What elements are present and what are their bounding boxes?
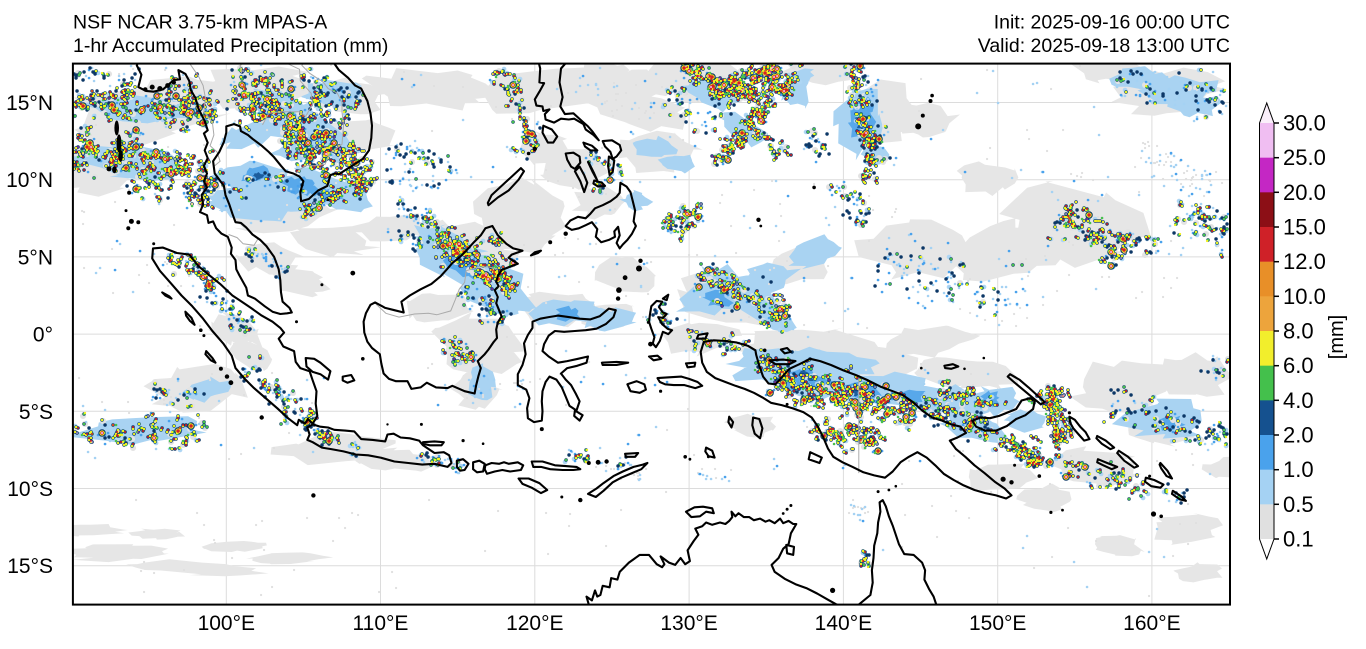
svg-text:15.0: 15.0 bbox=[1283, 215, 1326, 240]
svg-text:20.0: 20.0 bbox=[1283, 180, 1326, 205]
svg-text:100°E: 100°E bbox=[198, 612, 255, 635]
svg-text:[mm]: [mm] bbox=[1326, 315, 1348, 359]
svg-text:30.0: 30.0 bbox=[1283, 111, 1326, 136]
svg-text:4.0: 4.0 bbox=[1283, 388, 1314, 413]
svg-text:15°N: 15°N bbox=[6, 92, 53, 115]
svg-text:Init: 2025-09-16 00:00 UTC: Init: 2025-09-16 00:00 UTC bbox=[994, 12, 1230, 34]
svg-text:5°N: 5°N bbox=[18, 246, 53, 269]
svg-text:0.5: 0.5 bbox=[1283, 492, 1314, 517]
svg-text:12.0: 12.0 bbox=[1283, 249, 1326, 274]
svg-text:10°S: 10°S bbox=[7, 478, 53, 501]
svg-text:25.0: 25.0 bbox=[1283, 145, 1326, 170]
svg-text:160°E: 160°E bbox=[1123, 612, 1180, 635]
svg-text:Valid: 2025-09-18 13:00 UTC: Valid: 2025-09-18 13:00 UTC bbox=[978, 35, 1230, 57]
svg-text:1-hr Accumulated Precipitation: 1-hr Accumulated Precipitation (mm) bbox=[73, 35, 388, 57]
svg-text:110°E: 110°E bbox=[353, 612, 409, 635]
svg-text:15°S: 15°S bbox=[7, 555, 53, 578]
svg-text:NSF NCAR 3.75-km MPAS-A: NSF NCAR 3.75-km MPAS-A bbox=[73, 12, 327, 34]
svg-text:140°E: 140°E bbox=[815, 612, 872, 635]
svg-text:130°E: 130°E bbox=[660, 612, 717, 635]
svg-text:6.0: 6.0 bbox=[1283, 353, 1314, 378]
svg-text:10.0: 10.0 bbox=[1283, 284, 1326, 309]
svg-text:10°N: 10°N bbox=[6, 169, 53, 192]
svg-text:150°E: 150°E bbox=[969, 612, 1026, 635]
svg-text:1.0: 1.0 bbox=[1283, 457, 1314, 482]
svg-text:120°E: 120°E bbox=[506, 612, 563, 635]
svg-text:2.0: 2.0 bbox=[1283, 423, 1314, 448]
svg-text:0°: 0° bbox=[33, 324, 53, 347]
svg-text:8.0: 8.0 bbox=[1283, 319, 1314, 344]
svg-text:5°S: 5°S bbox=[19, 401, 53, 424]
svg-text:0.1: 0.1 bbox=[1283, 527, 1314, 552]
